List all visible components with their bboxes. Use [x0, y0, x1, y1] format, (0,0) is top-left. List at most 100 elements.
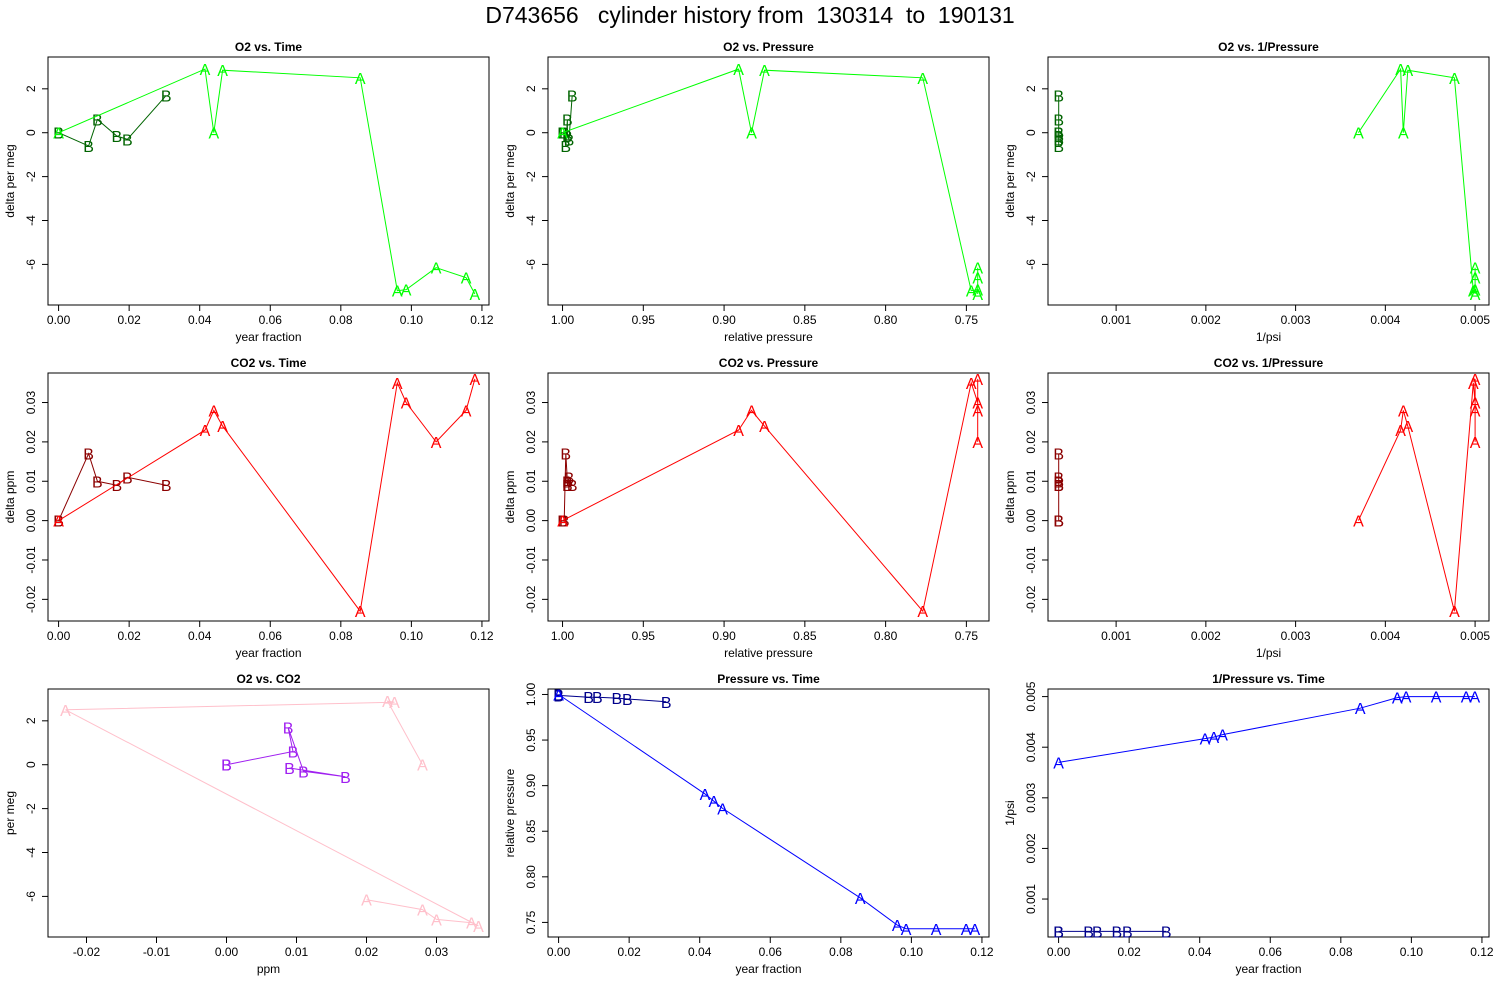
- x-tick-label: 0.95: [632, 313, 656, 327]
- series-line-A: [1058, 696, 1475, 763]
- data-point-A: A: [431, 261, 442, 278]
- data-point-A: A: [746, 126, 757, 143]
- series-line-B: [226, 727, 346, 778]
- y-tick-label: 0.02: [24, 430, 38, 454]
- data-point-B: B: [1053, 113, 1064, 130]
- y-tick-label: 0.004: [1024, 732, 1038, 762]
- data-point-B: B: [557, 126, 568, 143]
- data-point-A: A: [892, 918, 903, 935]
- series-line-B: [562, 95, 573, 146]
- data-point-B: B: [1053, 514, 1064, 531]
- panel-title: 1/Pressure vs. Time: [1212, 672, 1325, 686]
- data-point-A: A: [746, 403, 757, 420]
- plot-frame: [1047, 372, 1490, 622]
- y-tick-label: 0.95: [524, 728, 538, 752]
- y-tick-label: -4: [24, 847, 38, 858]
- data-point-A: A: [553, 687, 564, 704]
- panel-title: Pressure vs. Time: [717, 672, 820, 686]
- x-tick-label: 0.02: [1117, 945, 1141, 959]
- data-point-A: A: [733, 62, 744, 79]
- data-point-A: A: [1470, 403, 1481, 420]
- x-tick-label: 0.02: [117, 629, 141, 643]
- plot-frame: [547, 372, 990, 622]
- data-point-A: A: [1398, 403, 1409, 420]
- y-axis-label: delta ppm: [1003, 471, 1017, 524]
- data-point-B: B: [288, 745, 299, 762]
- data-point-A: A: [217, 63, 228, 80]
- x-axis-label: year fraction: [1235, 962, 1301, 976]
- x-tick-label: 0.80: [874, 313, 898, 327]
- data-point-A: A: [1470, 287, 1481, 304]
- data-point-A: A: [1392, 691, 1403, 708]
- x-axis-label: 1/psi: [1256, 646, 1281, 660]
- y-tick-label: 1.00: [524, 682, 538, 706]
- data-point-A: A: [1470, 261, 1481, 278]
- x-tick-label: 0.12: [470, 313, 494, 327]
- x-axis-label: year fraction: [235, 646, 301, 660]
- panel-8: Pressure vs. Time 0.00 0.02 0.04 0.06 0.08 0.1…: [503, 672, 994, 976]
- data-point-A: A: [855, 891, 866, 908]
- panel-7: O2 vs. CO2 -0.02 -0.01 0.00 0.01 0.02 0.03 ppm -…: [3, 672, 490, 976]
- x-tick-label: 0.03: [425, 945, 449, 959]
- panel-1: O2 vs. Time 0.00 0.02 0.04 0.06 0.08 0.10 0.12 y…: [3, 40, 494, 344]
- data-point-B: B: [557, 514, 568, 531]
- x-tick-label: 0.04: [688, 945, 712, 959]
- series-line-A: [562, 68, 979, 294]
- data-point-B: B: [122, 132, 133, 149]
- plot-frame: [1047, 56, 1490, 306]
- y-tick-label: -6: [1024, 259, 1038, 270]
- data-point-B: B: [553, 688, 564, 705]
- y-axis-label: per meg: [3, 791, 17, 835]
- series-line-A: [562, 378, 979, 613]
- x-tick-label: -0.01: [143, 945, 171, 959]
- y-tick-label: -2: [524, 171, 538, 182]
- data-point-B: B: [1053, 447, 1064, 464]
- x-axis-label: 1/psi: [1256, 330, 1281, 344]
- y-axis-label: 1/psi: [1003, 800, 1017, 825]
- data-point-B: B: [111, 478, 122, 495]
- data-point-B: B: [553, 687, 564, 704]
- x-tick-label: 0.10: [1400, 945, 1424, 959]
- x-tick-label: 0.12: [970, 945, 994, 959]
- data-point-B: B: [560, 139, 571, 156]
- data-point-A: A: [461, 271, 472, 288]
- x-tick-label: 0.001: [1101, 313, 1131, 327]
- y-tick-label: -4: [524, 215, 538, 226]
- figure-title: D743656 cylinder history from 130314 to …: [485, 2, 1015, 28]
- y-tick-label: -4: [1024, 215, 1038, 226]
- data-point-B: B: [53, 126, 64, 143]
- x-tick-label: 0.08: [329, 313, 353, 327]
- data-point-A: A: [759, 419, 770, 436]
- data-point-A: A: [1461, 690, 1472, 707]
- x-tick-label: 0.10: [400, 629, 424, 643]
- data-point-B: B: [161, 88, 172, 105]
- data-point-A: A: [931, 922, 942, 939]
- x-tick-label: 0.08: [829, 945, 853, 959]
- x-tick-label: 0.90: [712, 313, 736, 327]
- data-point-B: B: [1053, 470, 1064, 487]
- x-tick-label: 0.10: [400, 313, 424, 327]
- data-point-B: B: [53, 126, 64, 143]
- data-point-A: A: [917, 71, 928, 88]
- data-point-A: A: [1208, 730, 1219, 747]
- panel-title: O2 vs. CO2: [236, 672, 300, 686]
- data-point-A: A: [461, 403, 472, 420]
- x-tick-label: 0.85: [793, 313, 817, 327]
- y-tick-label: 0.03: [1024, 391, 1038, 415]
- data-point-B: B: [1053, 924, 1064, 941]
- y-axis-label: delta per meg: [503, 144, 517, 217]
- panel-5: CO2 vs. Pressure 1.00 0.95 0.90 0.85 0.80 0.75…: [503, 356, 990, 660]
- y-axis-label: delta ppm: [503, 471, 517, 524]
- y-tick-label: 0.90: [524, 774, 538, 798]
- data-point-A: A: [470, 287, 481, 304]
- y-tick-label: 0.00: [24, 509, 38, 533]
- plot-frame: [47, 56, 490, 306]
- panel-2: O2 vs. Pressure 1.00 0.95 0.90 0.85 0.80 0.75 r…: [503, 40, 990, 344]
- data-point-A: A: [53, 514, 64, 531]
- panel-title: O2 vs. Time: [235, 40, 302, 54]
- x-tick-label: 0.08: [329, 629, 353, 643]
- data-point-B: B: [559, 514, 570, 531]
- x-tick-label: 0.003: [1281, 313, 1311, 327]
- plot-frame: [47, 688, 490, 938]
- data-point-B: B: [1111, 924, 1122, 941]
